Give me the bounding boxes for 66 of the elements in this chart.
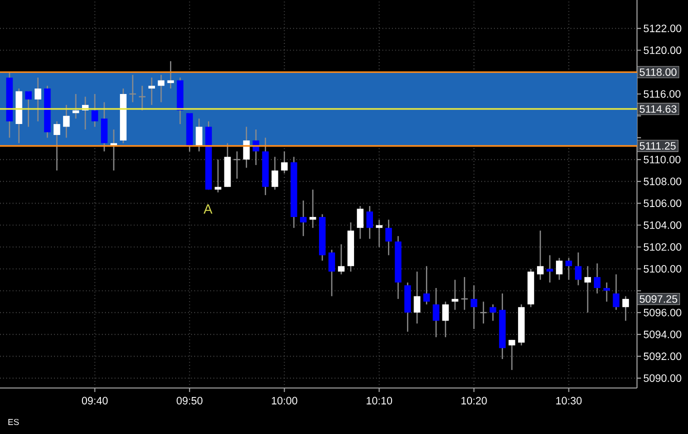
candlestick bbox=[148, 77, 155, 106]
x-tick-label: 10:30 bbox=[556, 396, 582, 404]
candlestick bbox=[490, 304, 496, 322]
y-tick-label: 5106.00 bbox=[644, 200, 682, 208]
y-tick-label: 5100.00 bbox=[644, 265, 682, 273]
candlestick bbox=[158, 74, 164, 103]
candlestick bbox=[432, 287, 440, 338]
text: ES bbox=[8, 418, 19, 426]
x-tick-label: 10:20 bbox=[461, 396, 487, 404]
candlestick bbox=[603, 282, 610, 302]
candlestick bbox=[565, 257, 572, 280]
candlestick bbox=[376, 219, 382, 248]
candlestick bbox=[72, 93, 80, 120]
x-tick-label: 10:10 bbox=[366, 396, 392, 404]
candlestick bbox=[338, 244, 345, 275]
y-tick-label: 5110.00 bbox=[644, 156, 680, 164]
candlestick bbox=[452, 279, 458, 310]
candlestick bbox=[54, 120, 60, 172]
candlestick bbox=[423, 266, 430, 305]
candlestick bbox=[414, 271, 420, 324]
y-tick-label: 5094.00 bbox=[644, 330, 682, 338]
y-tick-label: 5116.00 bbox=[644, 90, 680, 98]
annotation: A bbox=[204, 204, 212, 214]
y-tick-label: 5120.00 bbox=[644, 46, 682, 54]
candlestick bbox=[584, 266, 591, 314]
ref-line-label: 5111.25 bbox=[640, 142, 676, 150]
candlestick bbox=[612, 274, 620, 310]
candlestick bbox=[385, 219, 392, 256]
y-tick-label: 5090.00 bbox=[644, 374, 682, 382]
text: 5097.25 bbox=[640, 295, 678, 303]
candlestick bbox=[138, 85, 146, 111]
y-tick-label: 5092.00 bbox=[644, 352, 682, 360]
candlestick bbox=[366, 205, 373, 240]
candlestick bbox=[594, 262, 600, 294]
y-tick-label: 5096.00 bbox=[644, 308, 682, 316]
candlestick bbox=[470, 284, 478, 330]
candlestick bbox=[310, 189, 316, 228]
candlestick bbox=[214, 158, 222, 193]
ref-line-label: 5114.63 bbox=[640, 105, 676, 113]
y-tick-label: 5102.00 bbox=[644, 243, 682, 251]
candlestick bbox=[243, 126, 250, 168]
ref-line-label: 5118.00 bbox=[640, 68, 676, 76]
candlestick bbox=[196, 118, 202, 152]
candlestick bbox=[34, 77, 42, 122]
candlestick bbox=[508, 339, 516, 371]
candlestick bbox=[546, 254, 554, 284]
x-tick-label: 09:40 bbox=[82, 396, 108, 404]
y-tick-label: 5122.00 bbox=[644, 24, 682, 32]
candlestick bbox=[574, 252, 582, 286]
candlestick bbox=[281, 150, 288, 174]
candlestick bbox=[25, 90, 32, 128]
candlestick bbox=[356, 205, 364, 240]
candlestick bbox=[556, 257, 563, 280]
y-tick-label: 5108.00 bbox=[644, 178, 682, 186]
y-tick-label: 5104.00 bbox=[644, 221, 682, 229]
candlestick bbox=[622, 296, 629, 322]
candlestick bbox=[167, 60, 174, 90]
candlestick bbox=[442, 301, 449, 338]
x-tick-label: 09:50 bbox=[176, 396, 202, 404]
x-tick-label: 10:00 bbox=[272, 396, 298, 404]
candlestick bbox=[92, 93, 98, 128]
candlestick bbox=[328, 249, 336, 297]
candlestick bbox=[537, 230, 544, 280]
candlestick bbox=[272, 156, 278, 190]
candlestick bbox=[63, 104, 70, 138]
candlestick bbox=[300, 200, 307, 237]
